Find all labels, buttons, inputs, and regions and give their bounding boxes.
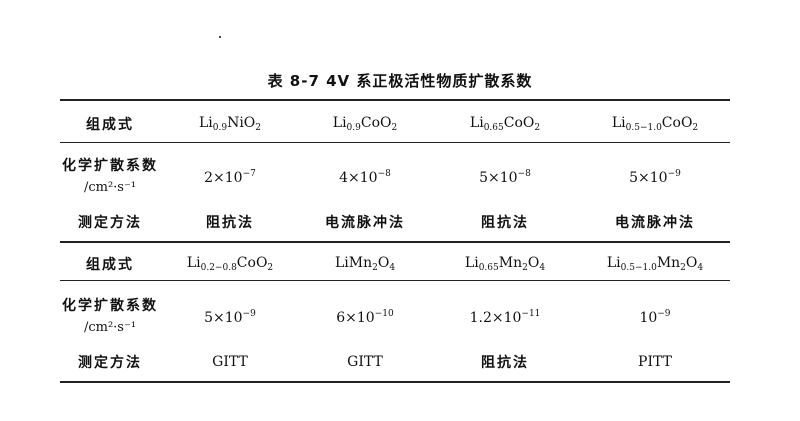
coefficient-exponent: −7 [242,168,256,179]
composition-row: 组成式 Li0.2−0.8CoO2 LiMn2O4 Li0.65Mn2O4 Li0.5−… [60,252,730,276]
formula-subscript: 0.65 [478,263,499,273]
bottom-rule [60,381,730,383]
formula-text: Li [606,255,621,271]
coefficient-exponent: −11 [521,308,541,319]
formula-subscript: 2 [534,123,541,133]
formula-subscript: 0.9 [212,123,228,133]
diffusion-coefficient-value: 5×10−8 [430,169,580,186]
formula-subscript: 2 [255,123,262,133]
measurement-method: 阻抗法 [481,215,529,231]
formula-text: Li [332,115,347,131]
formula-subscript: 2 [372,263,378,273]
diffusion-coefficient-value: 6×10−10 [300,309,430,326]
coefficient-base: 1.2×10 [469,309,522,326]
formula-text: Li [464,255,479,271]
composition-formula: Li0.5−1.0CoO2 [580,115,730,133]
formula-text: CoO [661,115,693,131]
formula-subscript: 2 [692,123,699,133]
composition-formula: Li0.9NiO2 [160,115,300,133]
measurement-method: 阻抗法 [206,215,254,231]
coefficient-base: 10 [639,309,658,326]
formula-text: Mn [656,255,681,271]
row-label-diffusion: 化学扩散系数/cm²·s⁻¹ [60,155,160,199]
formula-text: Mn [498,255,523,271]
composition-formula: LiMn2O4 [300,255,430,273]
diffusion-coefficient-value: 5×10−9 [160,309,300,326]
diffusion-coefficient-row: 化学扩散系数/cm²·s⁻¹ 2×10−7 4×10−8 5×10−8 5×10−9 [60,155,730,195]
formula-text: Li [611,115,626,131]
measurement-method: 电流脉冲法 [615,215,695,231]
scan-speck [219,36,221,38]
diffusion-coefficient-value: 1.2×10−11 [430,309,580,326]
diffusion-unit: /cm²·s⁻¹ [83,180,137,195]
measurement-method: 电流脉冲法 [325,215,405,231]
method-row: 测定方法 GITT GITT 阻抗法 PITT [60,350,730,374]
top-rule [60,99,730,101]
row-label-diffusion: 化学扩散系数/cm²·s⁻¹ [60,295,160,339]
diffusion-coefficient-value: 2×10−7 [160,169,300,186]
diffusion-label-text: 化学扩散系数 [62,298,158,314]
coefficient-base: 5×10 [204,309,243,326]
diffusion-label-text: 化学扩散系数 [62,158,158,174]
row-label-method: 测定方法 [78,215,142,231]
table-caption: 表 8-7 4V 系正极活性物质扩散系数 [267,72,533,90]
coefficient-base: 2×10 [204,169,243,186]
coefficient-exponent: −8 [517,168,531,179]
formula-text: CoO [503,115,535,131]
coefficient-exponent: −9 [667,168,681,179]
diffusion-coefficient-row: 化学扩散系数/cm²·s⁻¹ 5×10−9 6×10−10 1.2×10−11 10−9 [60,295,730,335]
formula-text: Li [198,115,213,131]
coefficient-base: 4×10 [339,169,378,186]
formula-subscript: 2 [522,263,528,273]
coefficient-base: 6×10 [336,309,375,326]
formula-text: CoO [236,255,268,271]
composition-formula: Li0.65Mn2O4 [430,255,580,273]
formula-text: CoO [360,115,392,131]
formula-subscript: 0.2−0.8 [200,263,237,273]
block-divider-rule [60,241,730,243]
formula-subscript: 0.5−1.0 [620,263,657,273]
formula-subscript: 0.5−1.0 [625,123,662,133]
formula-subscript: 2 [680,263,686,273]
coefficient-base: 5×10 [629,169,668,186]
composition-formula: Li0.2−0.8CoO2 [160,255,300,273]
coefficient-exponent: −9 [657,308,671,319]
row-label-composition: 组成式 [86,257,134,273]
formula-subscript: 4 [539,263,546,273]
formula-text: O [685,255,698,271]
diffusion-coefficient-value: 4×10−8 [300,169,430,186]
rule [60,142,730,143]
formula-subscript: 4 [389,263,396,273]
measurement-method: GITT [212,354,248,370]
diffusion-unit: /cm²·s⁻¹ [83,320,137,335]
coefficient-exponent: −9 [242,308,256,319]
row-label-composition: 组成式 [86,117,134,133]
formula-text: LiMn [334,255,373,271]
composition-row: 组成式 Li0.9NiO2 Li0.9CoO2 Li0.65CoO2 Li0.5−1.0… [60,112,730,136]
formula-subscript: 0.9 [346,123,361,133]
formula-text: Li [469,115,484,131]
formula-text: NiO [227,115,256,131]
formula-subscript: 0.65 [483,123,504,133]
formula-text: O [377,255,390,271]
coefficient-exponent: −10 [374,308,394,319]
formula-subscript: 2 [391,123,398,133]
coefficient-exponent: −8 [377,168,391,179]
rule [60,280,730,281]
measurement-method: 阻抗法 [481,355,529,371]
diffusion-coefficient-value: 5×10−9 [580,169,730,186]
composition-formula: Li0.65CoO2 [430,115,580,133]
formula-text: Li [186,255,201,271]
formula-subscript: 2 [267,263,274,273]
formula-subscript: 4 [697,263,704,273]
measurement-method: PITT [638,354,672,370]
method-row: 测定方法 阻抗法 电流脉冲法 阻抗法 电流脉冲法 [60,210,730,234]
formula-text: O [527,255,540,271]
composition-formula: Li0.9CoO2 [300,115,430,133]
row-label-method: 测定方法 [78,355,142,371]
composition-formula: Li0.5−1.0Mn2O4 [580,255,730,273]
diffusion-coefficient-value: 10−9 [580,309,730,326]
coefficient-base: 5×10 [479,169,518,186]
measurement-method: GITT [347,354,383,370]
